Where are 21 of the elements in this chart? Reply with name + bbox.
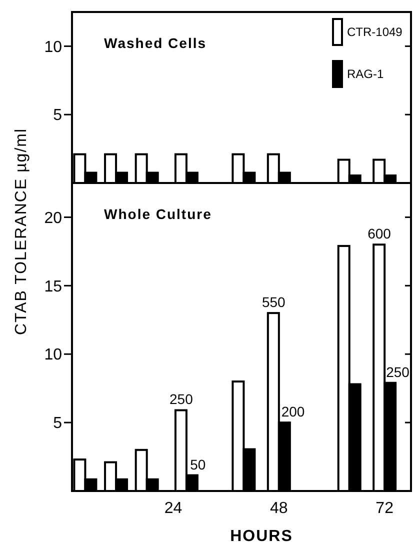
y-axis-title: CTAB TOLERANCE µg/ml (13, 128, 30, 336)
y-tick-label: 10 (44, 38, 62, 56)
x-tick-label: 24 (164, 500, 182, 517)
text: Whole Culture (104, 206, 212, 222)
annotation: 250 (386, 364, 410, 380)
y-tick-label: 5 (53, 415, 62, 432)
annotation: 50 (190, 456, 206, 472)
y-tick-label: 5 (53, 107, 62, 124)
annotation: 550 (262, 294, 286, 310)
annotation: 600 (368, 226, 392, 242)
y-tick-label: 10 (44, 346, 62, 364)
x-tick-label: 72 (376, 500, 394, 517)
text: Washed Cells (104, 35, 207, 51)
annotation: 250 (170, 391, 194, 408)
y-tick-label: 15 (44, 278, 62, 296)
legend-label: CTR-1049 (347, 25, 403, 39)
legend-label: RAG-1 (347, 67, 384, 81)
y-tick-label: 20 (44, 210, 62, 227)
annotation: 200 (281, 404, 305, 420)
x-tick-label: 48 (270, 500, 288, 517)
x-axis-title: HOURS (230, 528, 293, 542)
